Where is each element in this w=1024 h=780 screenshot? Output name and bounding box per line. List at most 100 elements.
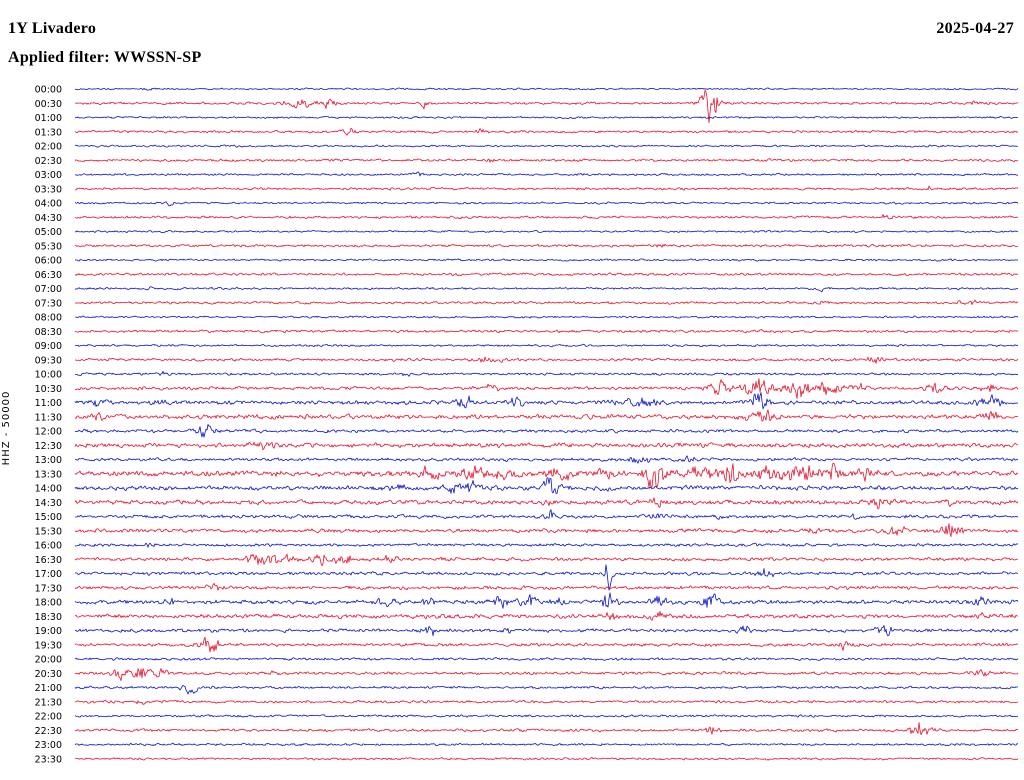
trace-0730 — [74, 299, 1019, 305]
trace-0800 — [75, 315, 1019, 319]
time-label-2000: 20:00 — [35, 655, 62, 666]
trace-1930 — [74, 636, 1019, 653]
time-label-2230: 22:30 — [35, 726, 62, 737]
time-label-1830: 18:30 — [35, 612, 62, 623]
trace-0930 — [74, 356, 1019, 364]
time-label-0300: 03:00 — [35, 170, 62, 181]
time-label-1630: 16:30 — [35, 555, 62, 566]
filter-label: Applied filter: WWSSN-SP — [8, 49, 202, 66]
time-label-0530: 05:30 — [35, 241, 62, 252]
time-label-0030: 00:30 — [35, 99, 62, 110]
time-label-1230: 12:30 — [35, 441, 62, 452]
time-label-1330: 13:30 — [35, 469, 62, 480]
time-label-1800: 18:00 — [35, 598, 62, 609]
time-label-0500: 05:00 — [35, 227, 62, 238]
trace-0300 — [74, 171, 1019, 177]
time-label-1730: 17:30 — [35, 583, 62, 594]
trace-1430 — [74, 497, 1019, 510]
time-label-1900: 19:00 — [35, 626, 62, 637]
time-label-0700: 07:00 — [35, 284, 62, 295]
trace-0400 — [74, 201, 1019, 207]
time-label-0600: 06:00 — [35, 256, 62, 267]
time-label-0430: 04:30 — [35, 213, 62, 224]
time-label-0800: 08:00 — [35, 313, 62, 324]
trace-1330 — [74, 462, 1019, 488]
trace-1700 — [74, 564, 1019, 591]
trace-1630 — [74, 553, 1019, 567]
y-axis-label: HHZ - 50000 — [1, 391, 12, 466]
time-label-1130: 11:30 — [35, 412, 62, 423]
trace-2330 — [74, 757, 1019, 761]
trace-0700 — [74, 286, 1019, 293]
trace-0130 — [74, 127, 1019, 136]
time-label-0830: 08:30 — [35, 327, 62, 338]
date-label: 2025-04-27 — [936, 20, 1014, 37]
trace-2230 — [74, 722, 1019, 735]
trace-1500 — [74, 509, 1019, 520]
time-label-0200: 02:00 — [35, 142, 62, 153]
trace-1830 — [74, 610, 1019, 621]
time-label-1500: 15:00 — [35, 512, 62, 523]
trace-0830 — [74, 329, 1019, 334]
time-label-1600: 16:00 — [35, 541, 62, 552]
trace-2030 — [74, 668, 1019, 681]
time-label-2330: 23:30 — [35, 754, 62, 765]
trace-0230 — [74, 158, 1019, 163]
time-label-0730: 07:30 — [35, 298, 62, 309]
time-label-0330: 03:30 — [35, 184, 62, 195]
trace-0000 — [74, 87, 1019, 91]
trace-0900 — [74, 343, 1019, 348]
station-title: 1Y Livadero — [8, 20, 97, 37]
trace-1000 — [74, 370, 1019, 377]
time-label-1200: 12:00 — [35, 427, 62, 438]
time-label-0230: 02:30 — [35, 156, 62, 167]
time-label-0630: 06:30 — [35, 270, 62, 281]
time-label-0000: 00:00 — [35, 85, 62, 96]
time-label-1000: 10:00 — [35, 370, 62, 381]
trace-0430 — [74, 214, 1019, 220]
trace-1730 — [74, 582, 1019, 591]
trace-1600 — [74, 542, 1019, 548]
time-label-1930: 19:30 — [35, 640, 62, 651]
trace-0500 — [75, 229, 1019, 233]
trace-2000 — [74, 657, 1019, 661]
time-label-1430: 14:30 — [35, 498, 62, 509]
time-label-2100: 21:00 — [35, 683, 62, 694]
trace-2100 — [74, 685, 1019, 695]
trace-1400 — [74, 477, 1019, 494]
time-label-1530: 15:30 — [35, 526, 62, 537]
time-label-2030: 20:30 — [35, 669, 62, 680]
time-label-1700: 17:00 — [35, 569, 62, 580]
time-label-1100: 11:00 — [35, 398, 62, 409]
trace-0630 — [74, 272, 1019, 277]
trace-0530 — [74, 243, 1019, 248]
trace-2300 — [74, 742, 1019, 747]
time-label-0130: 01:30 — [35, 127, 62, 138]
trace-0600 — [74, 258, 1019, 262]
trace-1130 — [74, 409, 1019, 422]
time-label-2130: 21:30 — [35, 697, 62, 708]
trace-0100 — [74, 115, 1018, 120]
time-label-0900: 09:00 — [35, 341, 62, 352]
time-label-1030: 10:30 — [35, 384, 62, 395]
trace-1030 — [74, 378, 1019, 399]
time-label-0930: 09:30 — [35, 355, 62, 366]
trace-1230 — [74, 441, 1019, 451]
trace-1800 — [74, 592, 1019, 609]
trace-0030 — [74, 89, 1019, 123]
time-label-2300: 23:00 — [35, 740, 62, 751]
trace-0200 — [74, 144, 1019, 148]
trace-1900 — [74, 625, 1019, 637]
time-label-2200: 22:00 — [35, 712, 62, 723]
trace-1300 — [74, 455, 1019, 464]
time-label-0400: 04:00 — [35, 199, 62, 210]
trace-2200 — [74, 714, 1018, 718]
time-label-1400: 14:00 — [35, 484, 62, 495]
trace-1530 — [74, 523, 1019, 537]
trace-1100 — [74, 392, 1019, 410]
trace-1200 — [74, 424, 1019, 438]
trace-2130 — [74, 699, 1019, 705]
time-label-0100: 01:00 — [35, 113, 62, 124]
